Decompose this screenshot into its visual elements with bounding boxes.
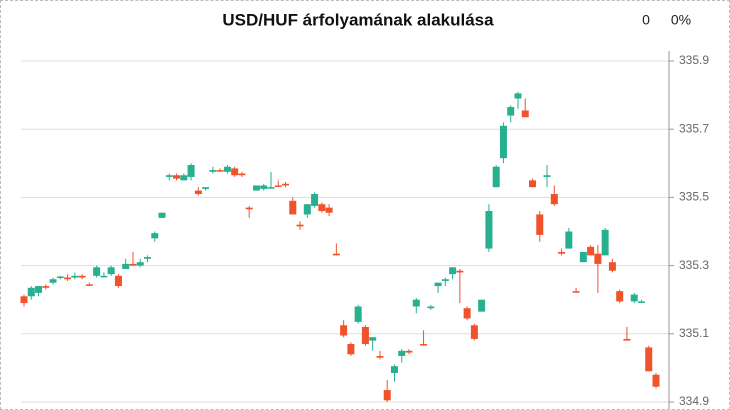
candle-body [122, 263, 130, 270]
candle-body [521, 110, 529, 118]
candle-body [165, 175, 173, 177]
y-tick-label: 335.5 [679, 190, 709, 204]
candle-body [129, 263, 137, 266]
candle-body [565, 231, 573, 249]
candle-body [303, 204, 311, 215]
stat-count: 0 [642, 12, 650, 28]
candle-body [209, 170, 217, 172]
candle-body [405, 350, 413, 353]
y-tick-label: 335.9 [679, 53, 709, 67]
candle-body [143, 257, 151, 259]
candle-body [652, 374, 660, 387]
candle-body [463, 308, 471, 319]
candle-body [325, 207, 333, 213]
candle-body [311, 193, 319, 206]
candle-body [252, 185, 260, 191]
candle-body [289, 200, 297, 215]
candle-body [158, 212, 166, 218]
candle-body [71, 275, 79, 278]
candle-body [49, 279, 57, 283]
candle-body [514, 93, 522, 99]
candle-body [412, 299, 420, 307]
candle-body [376, 355, 384, 358]
candle-body [238, 173, 246, 176]
candle-body [558, 251, 566, 254]
candle-body [579, 251, 587, 263]
candle-body [441, 279, 449, 281]
candle-body [20, 296, 28, 304]
candle-body [260, 185, 268, 189]
candle-body [478, 299, 486, 312]
candle-body [85, 284, 93, 286]
candle-body [572, 291, 580, 293]
candle-body [56, 276, 64, 279]
candle-body [434, 282, 442, 287]
candle-body [420, 344, 428, 346]
y-tick-label: 335.1 [679, 326, 709, 340]
candle-body [180, 175, 188, 181]
candle-body [507, 107, 515, 116]
candle-body [529, 180, 537, 188]
candle-body [499, 125, 507, 159]
candle-body [64, 277, 72, 280]
candle-body [93, 267, 101, 276]
candle-body [492, 166, 500, 188]
candle-body [354, 306, 362, 322]
chart-title: USD/HUF árfolyamának alakulása [222, 10, 494, 29]
candle-body [274, 185, 282, 187]
candle-body [245, 207, 253, 210]
candle-body [27, 287, 35, 297]
candle-body [216, 170, 224, 172]
candle-body [107, 267, 115, 275]
candle-body [594, 253, 602, 264]
candle-body [485, 211, 493, 249]
candle-body [470, 325, 478, 339]
candle-body [282, 183, 290, 186]
candle-body [35, 286, 43, 293]
candle-body [616, 291, 624, 302]
candle-body [383, 390, 391, 401]
candle-body [390, 366, 398, 374]
candle-body [114, 275, 122, 287]
candle-body [136, 262, 144, 266]
candle-body [623, 338, 631, 341]
candle-body [173, 175, 181, 179]
candle-body [202, 187, 210, 189]
candle-body [347, 344, 355, 355]
candle-body [427, 306, 435, 309]
candle-body [361, 326, 369, 345]
y-tick-label: 335.7 [679, 121, 709, 135]
candle-body [318, 204, 326, 212]
candle-body [332, 253, 340, 256]
candle-body [78, 275, 86, 278]
candle-body [630, 294, 638, 302]
candle-body [536, 214, 544, 235]
candle-body [449, 267, 457, 275]
candle-body [100, 275, 108, 278]
candle-body [550, 193, 558, 205]
candle-body [296, 224, 304, 227]
candle-body [543, 175, 551, 177]
candle-body [398, 350, 406, 356]
candle-body [42, 286, 50, 288]
candle-body [601, 229, 609, 256]
candle-body [456, 270, 464, 273]
candle-body [608, 262, 616, 271]
candle-body [587, 246, 595, 256]
y-tick-label: 335.3 [679, 258, 709, 272]
candle-body [637, 301, 645, 303]
candle-body [369, 337, 377, 341]
candle-body [223, 166, 231, 172]
stat-change: 0% [671, 12, 691, 28]
candle-body [267, 187, 275, 189]
y-tick-label: 334.9 [679, 394, 709, 408]
candle-body [231, 168, 239, 176]
candle-body [340, 325, 348, 336]
candle-body [645, 347, 653, 372]
candle-body [194, 190, 202, 194]
candle-body [187, 165, 195, 177]
candle-body [151, 233, 159, 239]
